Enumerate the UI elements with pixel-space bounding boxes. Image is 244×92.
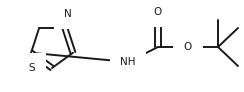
Text: S: S xyxy=(29,63,35,73)
Text: O: O xyxy=(184,42,192,52)
Text: O: O xyxy=(154,7,162,17)
Text: NH: NH xyxy=(120,57,136,67)
Text: N: N xyxy=(64,9,72,19)
